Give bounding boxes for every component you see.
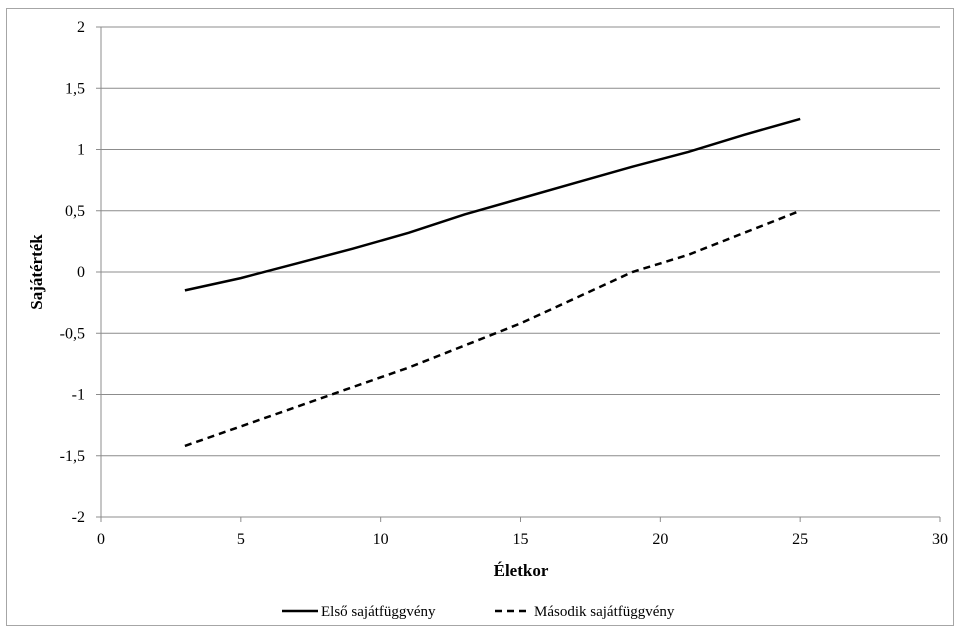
x-axis-title: Életkor (494, 561, 549, 580)
y-tick-label: -1 (72, 387, 85, 404)
x-tick-label: 25 (792, 531, 808, 548)
x-tick-label: 15 (513, 531, 529, 548)
legend-label-second: Második sajátfüggvény (534, 604, 675, 620)
x-tick-label: 5 (237, 531, 245, 548)
x-tick-labels: 0 5 10 15 20 25 30 (97, 531, 948, 548)
y-tick-label: 0 (77, 264, 85, 281)
x-tick-label: 10 (373, 531, 389, 548)
series-lines (184, 117, 801, 448)
chart-frame (6, 8, 954, 626)
x-tick-label: 0 (97, 531, 105, 548)
y-tick-label: -0,5 (60, 325, 85, 342)
series-line-1 (184, 117, 801, 292)
y-tick-label: -1,5 (60, 448, 85, 465)
y-tick-label: 1 (77, 142, 85, 159)
y-axis-title: Sajátérték (27, 234, 46, 310)
legend-label-first: Első sajátfüggvény (321, 604, 436, 620)
y-tick-label: 2 (77, 19, 85, 36)
legend: Első sajátfüggvény Második sajátfüggvény (282, 604, 675, 620)
x-tick-label: 20 (652, 531, 668, 548)
y-tick-label: 0,5 (65, 203, 85, 220)
axes (96, 26, 941, 522)
series-line-2 (184, 209, 801, 448)
x-tick-label: 30 (932, 531, 948, 548)
y-tick-labels: 2 1,5 1 0,5 0 -0,5 -1 -1,5 -2 (60, 19, 85, 526)
grid-lines (101, 26, 940, 518)
y-tick-label: -2 (72, 509, 85, 526)
y-tick-label: 1,5 (65, 80, 85, 97)
